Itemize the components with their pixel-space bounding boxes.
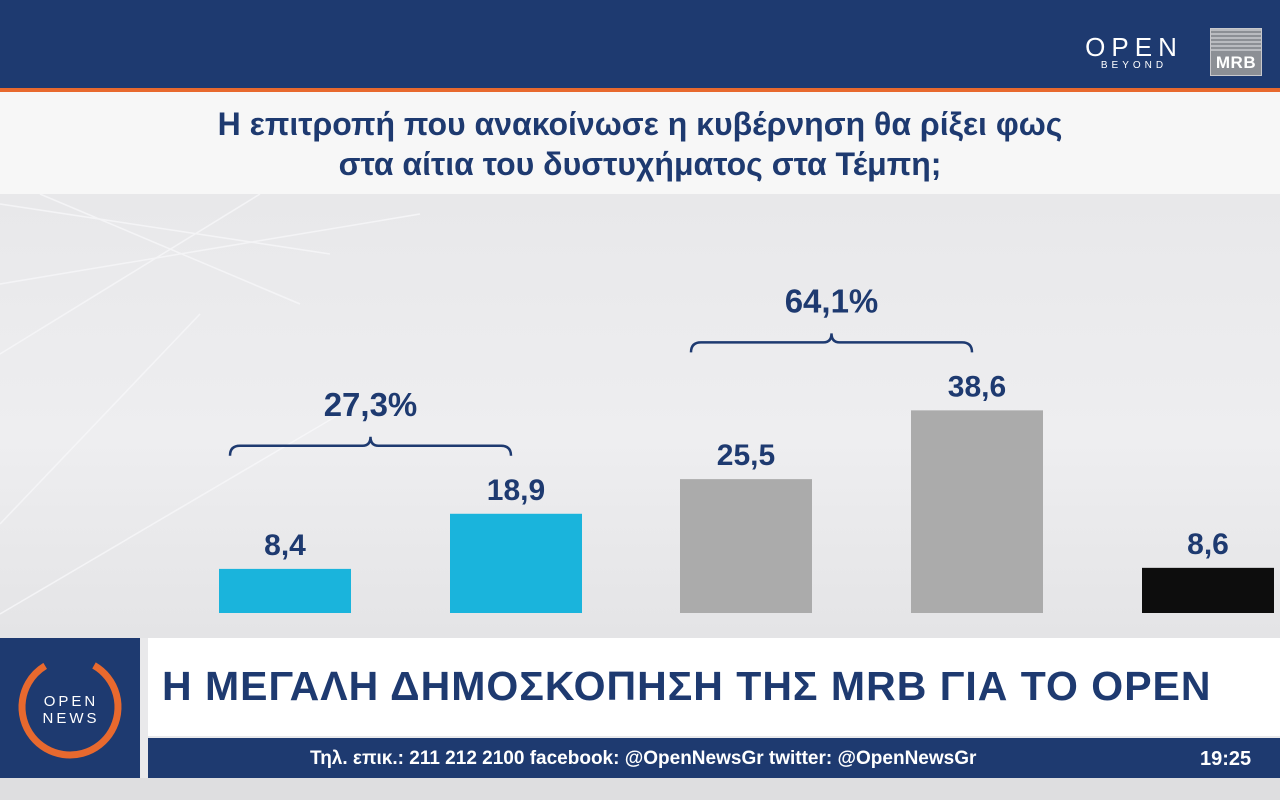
background-streaks bbox=[0, 194, 421, 615]
headline: Η ΜΕΓΑΛΗ ΔΗΜΟΣΚΟΠΗΣΗ ΤΗΣ MRB ΓΙΑ ΤΟ OPEN bbox=[162, 663, 1212, 709]
mrb-logo-text: MRB bbox=[1215, 53, 1257, 72]
poll-question-line-2: στα αίτια του δυστυχήματος στα Τέμπη; bbox=[338, 146, 942, 182]
open-news-logo: OPEN NEWS bbox=[0, 638, 140, 778]
bar-chart: 8,4 18,9 25,5 38,6 8,6 27,3% 64,1% bbox=[0, 194, 1274, 615]
open-logo-word: OPEN bbox=[1085, 32, 1183, 62]
value-label-3: 25,5 bbox=[717, 439, 775, 472]
background-streak bbox=[0, 203, 331, 255]
value-labels-layer: 8,4 18,9 25,5 38,6 8,6 bbox=[264, 370, 1229, 562]
bars-layer bbox=[219, 410, 1274, 613]
bar-3 bbox=[680, 479, 812, 613]
top-bar bbox=[0, 0, 1280, 88]
group-bracket-2 bbox=[689, 333, 974, 353]
open-logo-tagline: BEYOND bbox=[1100, 60, 1168, 71]
group-bracket-1 bbox=[228, 436, 513, 456]
group-brackets-layer: 27,3% 64,1% bbox=[228, 282, 974, 456]
bottom-strip bbox=[0, 778, 1280, 800]
bar-2 bbox=[450, 513, 582, 613]
bar-5 bbox=[1142, 567, 1274, 613]
ticker-bar bbox=[148, 738, 1280, 778]
bar-4 bbox=[911, 410, 1043, 613]
mrb-logo: MRB bbox=[1210, 28, 1262, 76]
group-total-label-1: 27,3% bbox=[324, 386, 418, 423]
logo-ring-icon bbox=[18, 655, 122, 759]
background-streak bbox=[0, 313, 201, 525]
value-label-5: 8,6 bbox=[1187, 528, 1229, 561]
group-total-label-2: 64,1% bbox=[785, 282, 879, 319]
accent-line bbox=[0, 88, 1280, 92]
value-label-2: 18,9 bbox=[487, 474, 545, 507]
bar-1 bbox=[219, 568, 351, 613]
value-label-4: 38,6 bbox=[948, 370, 1006, 403]
background-streak bbox=[0, 213, 421, 285]
chart-area: 8,4 18,9 25,5 38,6 8,6 27,3% 64,1% bbox=[0, 194, 1280, 638]
news-logo-word-1: OPEN bbox=[43, 693, 99, 710]
mrb-logo-stripes bbox=[1211, 29, 1261, 51]
value-label-1: 8,4 bbox=[264, 529, 306, 562]
poll-question-line-1: Η επιτροπή που ανακοίνωσε η κυβέρνηση θα… bbox=[217, 106, 1063, 142]
background-streak bbox=[0, 194, 261, 355]
background-streak bbox=[0, 413, 341, 615]
news-logo-word-2: NEWS bbox=[42, 710, 100, 727]
ticker-info: Τηλ. επικ.: 211 212 2100 facebook: @Open… bbox=[310, 748, 977, 769]
poll-question: Η επιτροπή που ανακοίνωσε η κυβέρνηση θα… bbox=[0, 104, 1280, 184]
question-band bbox=[0, 92, 1280, 194]
headline-bar bbox=[148, 638, 1280, 736]
clock: 19:25 bbox=[1200, 748, 1252, 770]
open-beyond-logo: OPEN BEYOND bbox=[1082, 34, 1186, 72]
